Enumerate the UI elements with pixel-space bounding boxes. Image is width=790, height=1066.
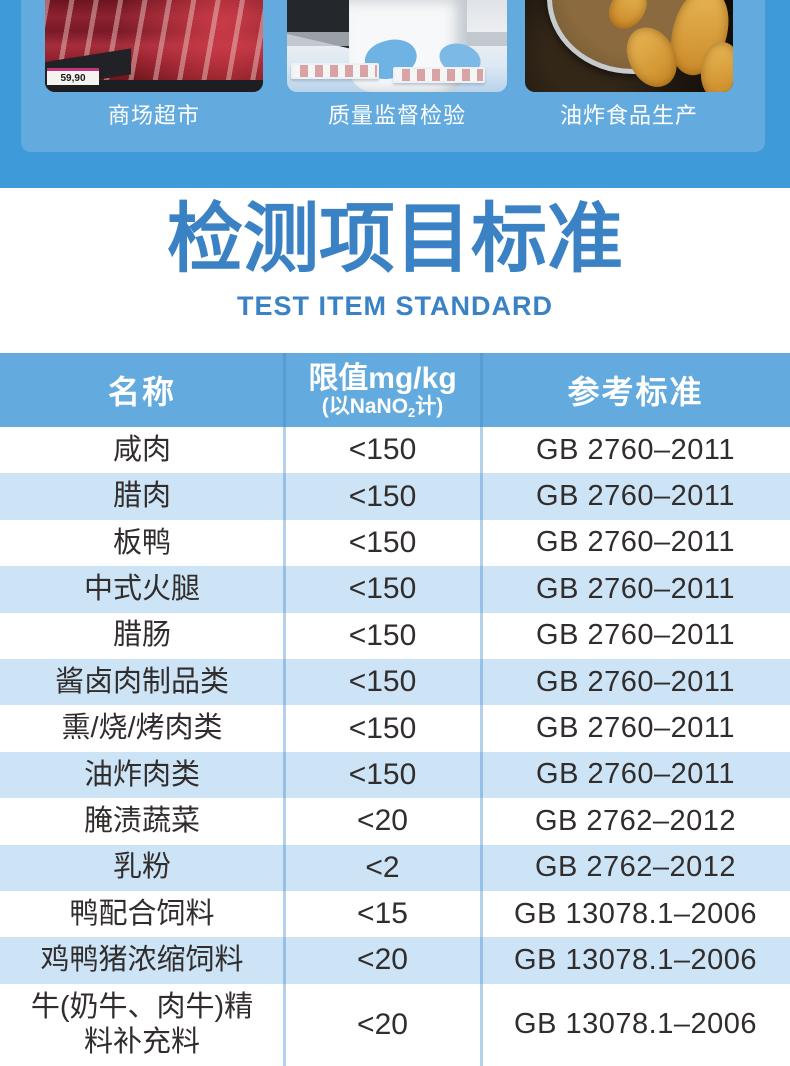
table-row: 板鸭 <150 GB 2760–2011: [0, 519, 790, 567]
row-limit-cell: <15: [357, 897, 408, 931]
frying-photo: [525, 0, 733, 92]
row-name-cell: 腊肠: [112, 619, 171, 652]
table-row: 熏/烧/烤肉类 <150 GB 2760–2011: [0, 705, 790, 752]
standards-table-body: 咸肉 <150 GB 2760–2011 腊肉 <150 GB 2760–201…: [0, 427, 790, 1066]
table-row: 腊肠 <150 GB 2760–2011: [0, 612, 790, 659]
header-limit-line1: 限值mg/kg: [308, 361, 457, 395]
table-row: 中式火腿 <150 GB 2760–2011: [0, 566, 790, 613]
row-name-cell: 咸肉: [112, 433, 171, 466]
row-standard-cell: GB 13078.1–2006: [514, 943, 757, 976]
photo-caption-supermarket: 商场超市: [107, 103, 200, 128]
table-row: 腌渍蔬菜 <20 GB 2762–2012: [0, 798, 790, 845]
row-limit-cell: <20: [357, 1007, 408, 1041]
sample-tray: [291, 63, 379, 79]
row-standard-cell: GB 13078.1–2006: [514, 1008, 757, 1041]
table-row: 咸肉 <150 GB 2760–2011: [0, 427, 790, 474]
row-standard-cell: GB 2760–2011: [536, 526, 735, 559]
row-limit-cell: <150: [348, 665, 417, 699]
photo-caption-inspection: 质量监督检验: [327, 103, 466, 128]
row-name-cell: 腊肉: [112, 480, 171, 513]
row-name-cell: 鸡鸭猪浓缩饲料: [40, 944, 244, 977]
shelf-strip: [45, 80, 263, 92]
row-standard-cell: GB 13078.1–2006: [514, 897, 757, 930]
table-row: 乳粉 <2 GB 2762–2012: [0, 844, 790, 891]
row-standard-cell: GB 2760–2011: [536, 619, 735, 652]
photo-caption-frying: 油炸食品生产: [559, 103, 698, 128]
header-name: 名称: [107, 374, 176, 410]
row-limit-cell: <150: [348, 479, 417, 513]
row-limit-cell: <2: [365, 850, 400, 884]
row-standard-cell: GB 2760–2011: [536, 433, 735, 466]
row-limit-cell: <150: [348, 572, 417, 606]
sample-tray: [393, 67, 485, 83]
photo-captions: 商场超市 质量监督检验 油炸食品生产: [45, 98, 741, 130]
row-standard-cell: GB 2762–2012: [534, 804, 737, 837]
inspection-photo: [287, 0, 507, 92]
price-tag: 59,90: [47, 68, 99, 85]
standards-table: 名称 限值mg/kg (以NaNO2计) 参考标准 咸肉 <150 GB 276…: [0, 353, 790, 1066]
subscript-two: 2: [408, 404, 416, 420]
row-limit-cell: <150: [348, 433, 417, 467]
header-standard: 参考标准: [567, 374, 704, 410]
row-name-cell: 熏/烧/烤肉类: [61, 712, 223, 745]
row-name-cell: 牛(奶牛、肉牛)精 料补充料: [30, 990, 254, 1058]
row-standard-cell: GB 2762–2012: [534, 851, 737, 884]
table-row: 牛(奶牛、肉牛)精 料补充料 <20 GB 13078.1–2006: [0, 983, 790, 1066]
row-name-cell: 中式火腿: [83, 572, 200, 605]
page-subtitle: TEST ITEM STANDARD: [237, 291, 553, 321]
row-limit-cell: <20: [357, 804, 408, 838]
table-row: 油炸肉类 <150 GB 2760–2011: [0, 751, 790, 799]
table-row: 鸡鸭猪浓缩饲料 <20 GB 13078.1–2006: [0, 937, 790, 984]
row-standard-cell: GB 2760–2011: [536, 758, 735, 791]
row-standard-cell: GB 2760–2011: [536, 572, 735, 605]
row-limit-cell: <150: [348, 757, 417, 791]
row-name-cell: 油炸肉类: [83, 758, 200, 791]
row-standard-cell: GB 2760–2011: [536, 480, 735, 513]
row-name-cell: 腌渍蔬菜: [83, 804, 200, 837]
table-header-row: 名称 限值mg/kg (以NaNO2计) 参考标准: [0, 353, 790, 427]
supermarket-photo: 59,90: [45, 0, 263, 92]
hero-section: 59,90 商场超市 质量监督检验 油炸食品生产: [0, 0, 790, 188]
row-name-cell: 板鸭: [112, 526, 171, 559]
row-standard-cell: GB 2760–2011: [536, 712, 735, 745]
row-limit-cell: <150: [348, 618, 417, 652]
row-limit-cell: <150: [348, 525, 417, 559]
table-row: 鸭配合饲料 <15 GB 13078.1–2006: [0, 890, 790, 938]
header-limit: 限值mg/kg (以NaNO2计): [284, 353, 481, 427]
table-row: 腊肉 <150 GB 2760–2011: [0, 473, 790, 520]
row-name-cell: 乳粉: [112, 851, 171, 884]
row-name-cell: 酱卤肉制品类: [54, 665, 229, 698]
table-row: 酱卤肉制品类 <150 GB 2760–2011: [0, 658, 790, 706]
hero-panel: 59,90 商场超市 质量监督检验 油炸食品生产: [21, 0, 765, 152]
row-limit-cell: <150: [348, 711, 417, 745]
row-standard-cell: GB 2760–2011: [536, 665, 735, 698]
page-title: 检测项目标准: [167, 197, 623, 282]
row-name-cell: 鸭配合饲料: [69, 897, 215, 930]
title-section: 检测项目标准 TEST ITEM STANDARD: [0, 188, 790, 353]
row-limit-cell: <20: [357, 943, 408, 977]
header-limit-line2: (以NaNO2计): [321, 394, 444, 420]
